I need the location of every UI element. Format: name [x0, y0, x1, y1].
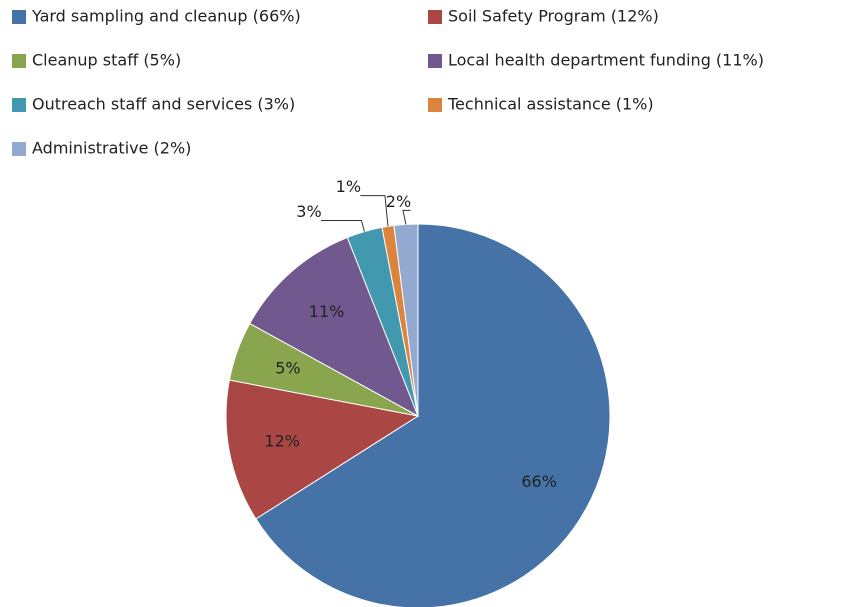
legend-swatch	[12, 98, 26, 112]
legend-swatch	[428, 98, 442, 112]
data-label: 66%	[521, 472, 557, 491]
legend-label: Cleanup staff (5%)	[32, 51, 181, 70]
legend-swatch	[12, 54, 26, 68]
data-label: 3%	[296, 202, 321, 221]
legend-label: Local health department funding (11%)	[448, 51, 764, 70]
leader-line	[402, 209, 411, 225]
legend-swatch	[12, 142, 26, 156]
data-label: 5%	[275, 359, 300, 378]
pie-slice	[225, 379, 420, 520]
legend-swatch	[12, 10, 26, 24]
data-label: 2%	[386, 192, 411, 211]
legend-label: Administrative (2%)	[32, 139, 191, 158]
data-label: 12%	[264, 431, 300, 450]
pie-slice	[249, 236, 419, 418]
leader-line	[360, 195, 389, 227]
legend-label: Outreach staff and services (3%)	[32, 95, 295, 114]
data-label: 11%	[309, 302, 345, 321]
legend-label: Yard sampling and cleanup (66%)	[31, 7, 301, 26]
data-label: 1%	[336, 177, 361, 196]
legend-label: Technical assistance (1%)	[447, 95, 654, 114]
pie-slice	[255, 223, 611, 607]
legend-swatch	[428, 54, 442, 68]
legend-label: Soil Safety Program (12%)	[448, 7, 659, 26]
leader-line	[321, 219, 365, 232]
legend-swatch	[428, 10, 442, 24]
